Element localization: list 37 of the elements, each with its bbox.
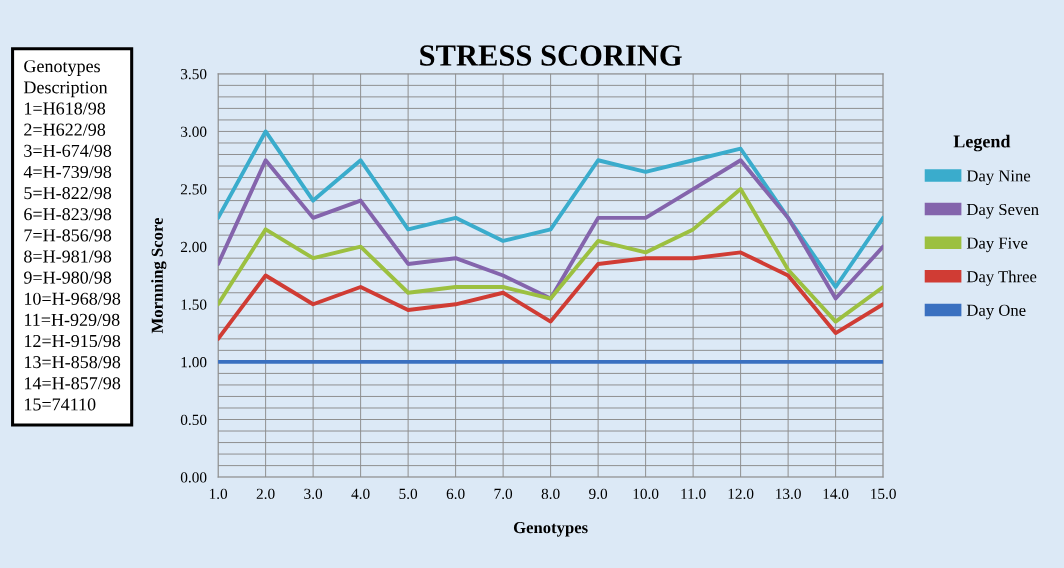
chart-title: STRESS SCORING: [420, 45, 682, 66]
y-tick-label: 0.00: [180, 472, 207, 483]
y-axis-title: Mornning Score: [151, 217, 167, 334]
y-tick-label: 1.50: [181, 299, 207, 310]
x-tick-label: 2.0: [256, 488, 275, 500]
x-tick-label: 12.0: [728, 488, 754, 500]
line-series: [218, 158, 884, 301]
legend-label: Day Three: [966, 270, 1037, 286]
y-tick-label: 0.50: [180, 414, 207, 426]
x-tick-label: 3.0: [304, 488, 323, 500]
x-tick-label: 7.0: [494, 488, 513, 500]
legend-label: Day One: [966, 304, 1026, 320]
x-tick-label: 14.0: [823, 488, 849, 500]
x-tick-label: 5.0: [399, 488, 418, 500]
y-tick-label: 1.00: [181, 357, 207, 368]
x-tick-label: 15.0: [871, 488, 896, 500]
y-tick-label: 3.00: [181, 126, 207, 137]
x-axis-title: Genotypes: [513, 522, 588, 537]
line-series: [218, 187, 884, 324]
line-series: [218, 250, 884, 341]
legend-label: Day Five: [966, 237, 1028, 253]
x-tick-label: 13.0: [776, 488, 801, 500]
legend-label: Day Seven: [966, 203, 1039, 219]
y-tick-label: 2.00: [180, 241, 207, 253]
x-tick-label: 8.0: [541, 488, 560, 500]
x-tick-label: 6.0: [446, 488, 465, 500]
line-series: [218, 129, 884, 289]
legend-label: Day Nine: [966, 170, 1031, 185]
x-tick-label: 9.0: [589, 488, 608, 500]
legend-title: Legend: [953, 134, 1011, 152]
text: Genotypes Description 1=H618/98 2=H622/98 3=H-674/98 4=H-739/98 5=H-822/98 6=H-823/98 7=H-856/98 8=H-981/98 9=H-980/98 10=H-968/98 11=H-929/98 12=H-915/98 13=H-858/98 14=H-857/98 15=74110: [23, 60, 121, 411]
x-tick-label: 4.0: [351, 488, 370, 500]
y-tick-label: 2.50: [180, 184, 207, 195]
y-tick-label: 3.50: [181, 68, 207, 80]
x-tick-label: 11.0: [681, 488, 706, 500]
x-tick-label: 1.0: [209, 488, 228, 500]
x-tick-label: 10.0: [633, 488, 659, 500]
